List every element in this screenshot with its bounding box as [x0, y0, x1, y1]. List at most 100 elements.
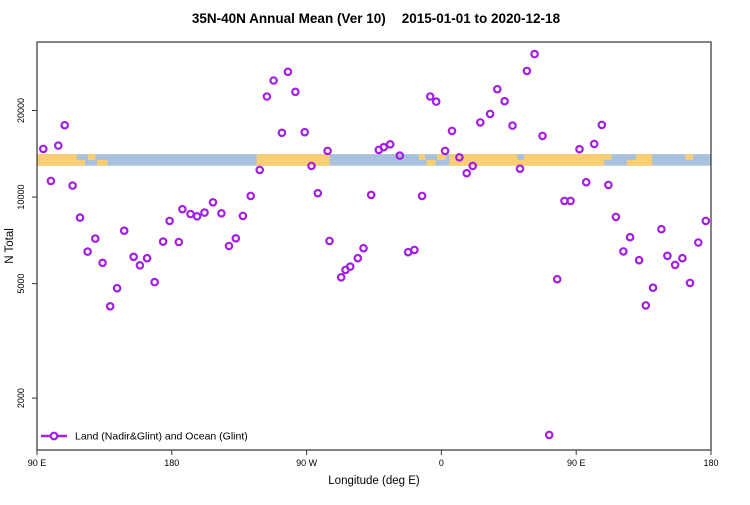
data-point [447, 126, 457, 136]
data-point [150, 277, 159, 287]
data-point [336, 272, 346, 282]
y-axis-ticks: 2000 5000 10000 20000 [16, 98, 37, 408]
data-point [395, 151, 405, 160]
data-point [379, 142, 389, 152]
data-point [165, 216, 174, 226]
data-point [417, 191, 427, 201]
data-point [575, 144, 584, 154]
data-point [186, 209, 195, 219]
land-patch [426, 159, 436, 166]
data-point [648, 283, 658, 293]
land-patch [418, 154, 425, 160]
x-axis-label: Longitude (deg E) [328, 475, 420, 487]
data-point [625, 232, 635, 242]
data-point [119, 226, 129, 236]
ocean-strip [37, 154, 711, 166]
data-point [142, 253, 152, 263]
land-patch [87, 154, 96, 160]
data-point [515, 164, 525, 174]
data-point [611, 212, 621, 222]
data-point [500, 96, 509, 106]
y-tick-label: 5000 [16, 274, 26, 294]
y-tick-label: 2000 [16, 388, 26, 408]
data-point [83, 247, 92, 256]
data-point [112, 283, 122, 293]
x-tick-label: 90 W [296, 458, 318, 468]
data-point [581, 177, 591, 187]
chart-title-main: 35N-40N Annual Mean (Ver 10) [192, 11, 386, 26]
data-point [385, 140, 395, 149]
data-point [277, 128, 287, 138]
x-tick-label: 90 E [567, 458, 586, 468]
series-points [38, 49, 711, 440]
data-point [178, 204, 187, 214]
data-point [53, 141, 63, 150]
land-strip-segment [37, 154, 77, 166]
data-point [217, 209, 226, 218]
data-point [291, 87, 300, 97]
land-patch [96, 159, 108, 166]
x-tick-label: 90 E [28, 458, 47, 468]
y-tick-label: 10000 [16, 185, 26, 210]
data-point [462, 168, 472, 178]
data-point [634, 255, 644, 265]
data-point [508, 121, 517, 130]
data-point [566, 196, 575, 206]
data-point [366, 190, 376, 200]
chart-title-dates: 2015-01-01 to 2020-12-18 [402, 11, 561, 26]
data-point [589, 139, 599, 149]
data-point [129, 252, 138, 262]
data-point [98, 258, 107, 268]
data-point [455, 153, 464, 162]
data-point [685, 278, 695, 288]
land-strip-segment [636, 154, 653, 166]
data-point [75, 213, 85, 222]
y-axis-label: N Total [4, 228, 16, 264]
data-point [544, 430, 554, 440]
ocean-patch [517, 154, 525, 160]
data-point [425, 92, 435, 101]
data-point [530, 49, 539, 59]
data-point [246, 191, 256, 201]
data-point [670, 260, 680, 270]
chart-title: 35N-40N Annual Mean (Ver 10) 2015-01-01 t… [192, 11, 561, 26]
data-point [619, 247, 628, 256]
data-point [663, 251, 672, 261]
data-point [283, 67, 293, 77]
data-point [135, 260, 145, 270]
data-point [410, 245, 419, 255]
data-point [300, 127, 310, 137]
data-point [68, 181, 77, 190]
data-point [231, 234, 241, 243]
data-point [341, 265, 350, 275]
plot-border [36, 41, 712, 451]
data-point [604, 180, 613, 190]
data-point [325, 236, 334, 246]
x-tick-label: 180 [703, 458, 718, 468]
data-point [269, 76, 278, 85]
data-point [468, 161, 478, 171]
legend-label: Land (Nadir&Glint) and Ocean (Glint) [75, 431, 248, 443]
data-point [657, 224, 666, 234]
data-point [693, 238, 703, 247]
data-point [208, 198, 218, 207]
data-point [597, 120, 607, 130]
data-point [192, 212, 202, 221]
x-tick-label: 180 [164, 458, 179, 468]
data-point [91, 234, 100, 243]
data-point [46, 176, 56, 186]
land-strip-segment [256, 154, 330, 166]
data-point [238, 211, 248, 221]
land-patch [627, 159, 637, 166]
data-point [60, 120, 69, 130]
data-point [353, 253, 363, 263]
data-point [359, 243, 368, 253]
data-point [552, 274, 562, 284]
y-tick-label: 20000 [16, 98, 26, 123]
data-point [224, 241, 234, 251]
data-point [522, 66, 532, 76]
land-patch [604, 154, 612, 160]
data-point [307, 161, 316, 171]
data-point [475, 118, 485, 127]
